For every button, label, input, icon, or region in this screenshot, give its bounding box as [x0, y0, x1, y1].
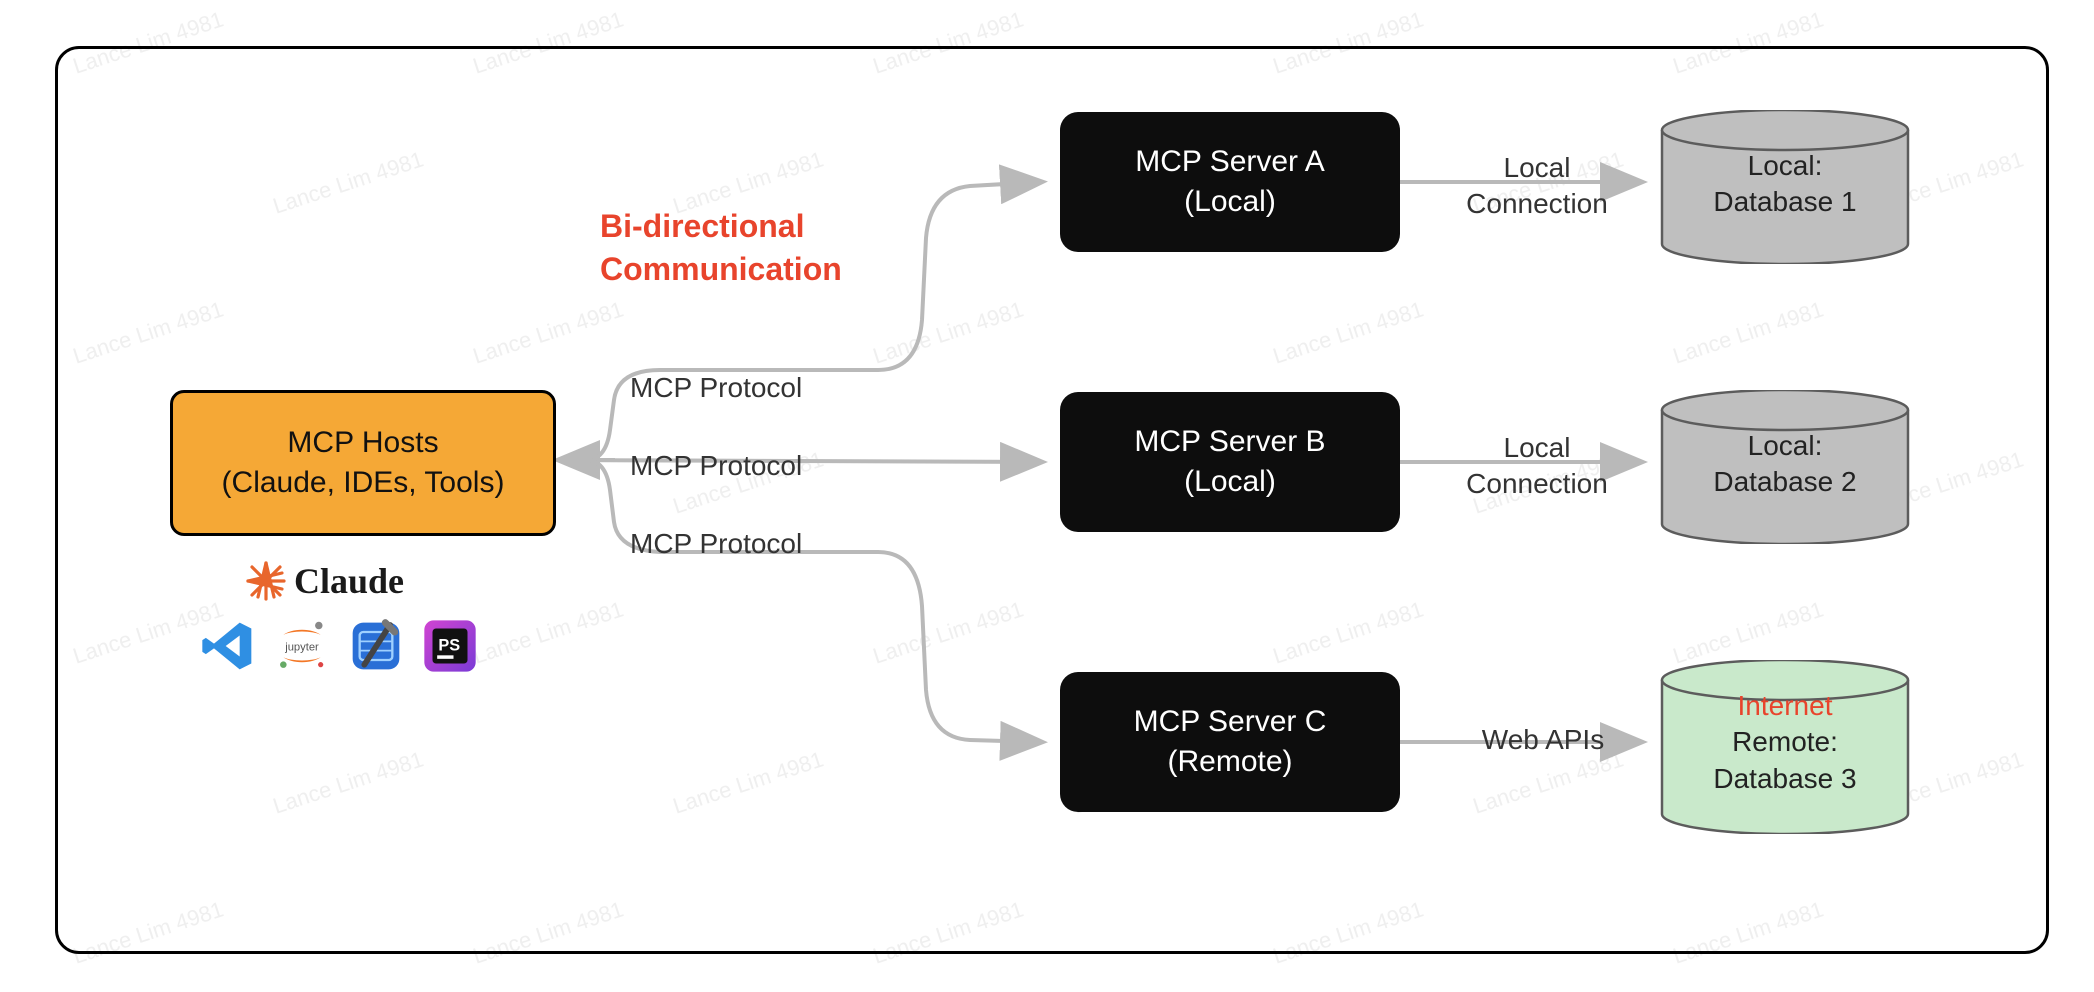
server-a-subtitle: (Local) [1184, 182, 1276, 223]
server-a-title: MCP Server A [1135, 142, 1325, 183]
mcp-hosts-box: MCP Hosts (Claude, IDEs, Tools) [170, 390, 556, 536]
arrow-path-2 [560, 460, 1040, 742]
callout-line2: Communication [600, 248, 842, 291]
mcp-hosts-subtitle: (Claude, IDEs, Tools) [222, 463, 505, 504]
database-d2: Local: Database 2 [1660, 390, 1910, 544]
xcode-icon [348, 618, 404, 674]
database-d1: Local: Database 1 [1660, 110, 1910, 264]
diagram-canvas: Lance Lim 4981Lance Lim 4981Lance Lim 49… [0, 0, 2094, 992]
phpstorm-icon: PS [422, 618, 478, 674]
conn-label-c: Web APIs [1448, 722, 1638, 758]
bidir-callout: Bi-directional Communication [600, 205, 842, 291]
mcp-server-b: MCP Server B (Local) [1060, 392, 1400, 532]
server-c-subtitle: (Remote) [1167, 742, 1292, 783]
vscode-icon [200, 618, 256, 674]
mcp-protocol-label-2: MCP Protocol [630, 526, 802, 562]
ide-icons-row: jupyter PS [200, 618, 478, 674]
db-d3-label: Internet Remote: Database 3 [1660, 688, 1910, 797]
mcp-protocol-label-1: MCP Protocol [630, 448, 802, 484]
svg-text:jupyter: jupyter [284, 642, 319, 654]
claude-text: Claude [294, 560, 404, 602]
callout-line1: Bi-directional [600, 205, 842, 248]
server-c-title: MCP Server C [1134, 702, 1327, 743]
svg-text:PS: PS [438, 637, 460, 655]
conn-label-b: LocalConnection [1442, 430, 1632, 503]
jupyter-icon: jupyter [274, 618, 330, 674]
mcp-hosts-title: MCP Hosts [287, 423, 438, 464]
db-d1-label: Local: Database 1 [1660, 148, 1910, 221]
db-d2-label: Local: Database 2 [1660, 428, 1910, 501]
conn-label-a: LocalConnection [1442, 150, 1632, 223]
mcp-server-a: MCP Server A (Local) [1060, 112, 1400, 252]
database-d3: Internet Remote: Database 3 [1660, 660, 1910, 834]
claude-brand: Claude [246, 560, 404, 602]
server-b-subtitle: (Local) [1184, 462, 1276, 503]
db-d3-tag: Internet [1660, 688, 1910, 724]
mcp-protocol-label-0: MCP Protocol [630, 370, 802, 406]
server-b-title: MCP Server B [1134, 422, 1325, 463]
mcp-server-c: MCP Server C (Remote) [1060, 672, 1400, 812]
claude-star-icon [246, 561, 286, 601]
